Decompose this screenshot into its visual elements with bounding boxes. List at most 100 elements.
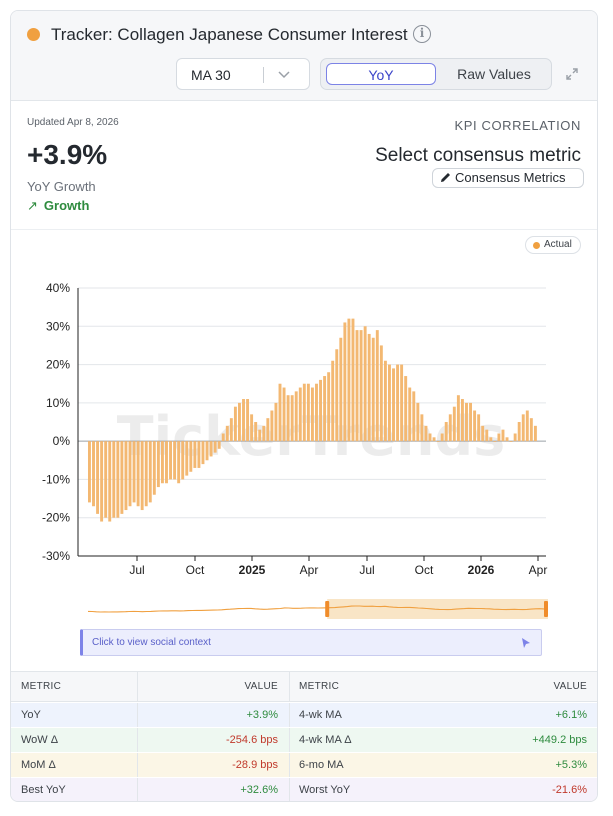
bar[interactable] [444, 422, 448, 442]
bar[interactable] [485, 429, 489, 442]
bar[interactable] [189, 441, 193, 472]
bar[interactable] [88, 441, 91, 503]
bar[interactable] [250, 414, 254, 442]
bar[interactable] [383, 360, 387, 442]
bar[interactable] [351, 318, 355, 442]
bar[interactable] [124, 441, 128, 511]
bar[interactable] [436, 441, 440, 442]
bar[interactable] [177, 441, 181, 484]
bar[interactable] [112, 441, 116, 518]
bar[interactable] [481, 425, 485, 442]
bar[interactable] [517, 422, 521, 442]
bar[interactable] [513, 433, 517, 442]
bar[interactable] [388, 364, 391, 442]
bar[interactable] [335, 349, 339, 442]
bar[interactable] [525, 410, 529, 442]
bar[interactable] [254, 422, 258, 442]
bar[interactable] [140, 441, 144, 511]
bar[interactable] [428, 433, 432, 442]
bar[interactable] [375, 330, 379, 442]
bar[interactable] [497, 433, 501, 442]
bar[interactable] [465, 402, 468, 442]
bar[interactable] [258, 429, 262, 442]
bar[interactable] [379, 345, 383, 442]
bar[interactable] [363, 326, 367, 442]
bar[interactable] [424, 425, 428, 442]
moving-average-select[interactable]: MA 30 [176, 58, 310, 90]
bar[interactable] [347, 318, 351, 442]
bar[interactable] [185, 441, 189, 476]
bar[interactable] [460, 399, 464, 442]
bar[interactable] [473, 410, 477, 442]
bar[interactable] [521, 414, 525, 442]
bar[interactable] [213, 441, 217, 453]
bar[interactable] [331, 360, 335, 442]
bar[interactable] [440, 433, 444, 442]
bar[interactable] [120, 441, 124, 514]
bar[interactable] [193, 441, 197, 468]
bar[interactable] [286, 395, 290, 442]
bar[interactable] [144, 441, 148, 507]
bar[interactable] [181, 441, 185, 480]
bar[interactable] [327, 372, 331, 442]
toggle-raw-values[interactable]: Raw Values [457, 66, 531, 82]
bar[interactable] [160, 441, 164, 484]
bar[interactable] [270, 410, 274, 442]
social-context-link[interactable]: Click to view social context [80, 629, 542, 656]
bar[interactable] [533, 425, 537, 442]
bar[interactable] [367, 333, 371, 442]
bar[interactable] [456, 395, 460, 442]
bar[interactable] [92, 441, 95, 507]
bar[interactable] [278, 383, 282, 442]
bar[interactable] [209, 441, 213, 457]
range-navigator[interactable] [88, 599, 548, 619]
bar[interactable] [416, 402, 420, 442]
bar[interactable] [96, 441, 100, 514]
bar[interactable] [319, 379, 322, 442]
bar[interactable] [246, 399, 250, 442]
bar[interactable] [229, 418, 233, 442]
bar[interactable] [432, 437, 436, 442]
bar[interactable] [205, 441, 209, 461]
bar[interactable] [136, 441, 140, 507]
bar[interactable] [294, 391, 298, 442]
bar[interactable] [242, 399, 245, 442]
bar[interactable] [197, 441, 201, 468]
bar[interactable] [448, 414, 452, 442]
bar[interactable] [420, 414, 424, 442]
bar[interactable] [371, 337, 375, 442]
bar[interactable] [505, 437, 509, 442]
bar[interactable] [501, 429, 505, 442]
range-handle-end[interactable] [544, 601, 548, 617]
bar[interactable] [408, 387, 412, 442]
bar[interactable] [400, 364, 404, 442]
bar[interactable] [355, 330, 359, 442]
bar[interactable] [266, 418, 270, 442]
bar[interactable] [489, 437, 493, 442]
bar[interactable] [116, 441, 120, 518]
bar[interactable] [452, 406, 456, 442]
bar[interactable] [148, 441, 152, 503]
bar[interactable] [509, 441, 513, 442]
bar[interactable] [290, 395, 294, 442]
toggle-yoy[interactable]: YoY [326, 63, 436, 85]
bar[interactable] [225, 425, 229, 442]
bar[interactable] [315, 383, 318, 442]
bar[interactable] [165, 441, 168, 484]
bar[interactable] [298, 387, 302, 442]
consensus-metrics-button[interactable]: Consensus Metrics [432, 168, 584, 188]
bar[interactable] [282, 387, 286, 442]
bar[interactable] [100, 441, 104, 522]
bar[interactable] [412, 391, 416, 442]
bar[interactable] [233, 406, 237, 442]
bar[interactable] [132, 441, 136, 503]
bar[interactable] [477, 414, 481, 442]
bar[interactable] [493, 441, 497, 442]
bar[interactable] [323, 376, 327, 442]
bar[interactable] [302, 383, 306, 442]
bar[interactable] [404, 376, 408, 442]
bar[interactable] [221, 433, 225, 442]
bar[interactable] [339, 337, 343, 442]
bar[interactable] [396, 364, 400, 442]
bar[interactable] [274, 402, 278, 442]
